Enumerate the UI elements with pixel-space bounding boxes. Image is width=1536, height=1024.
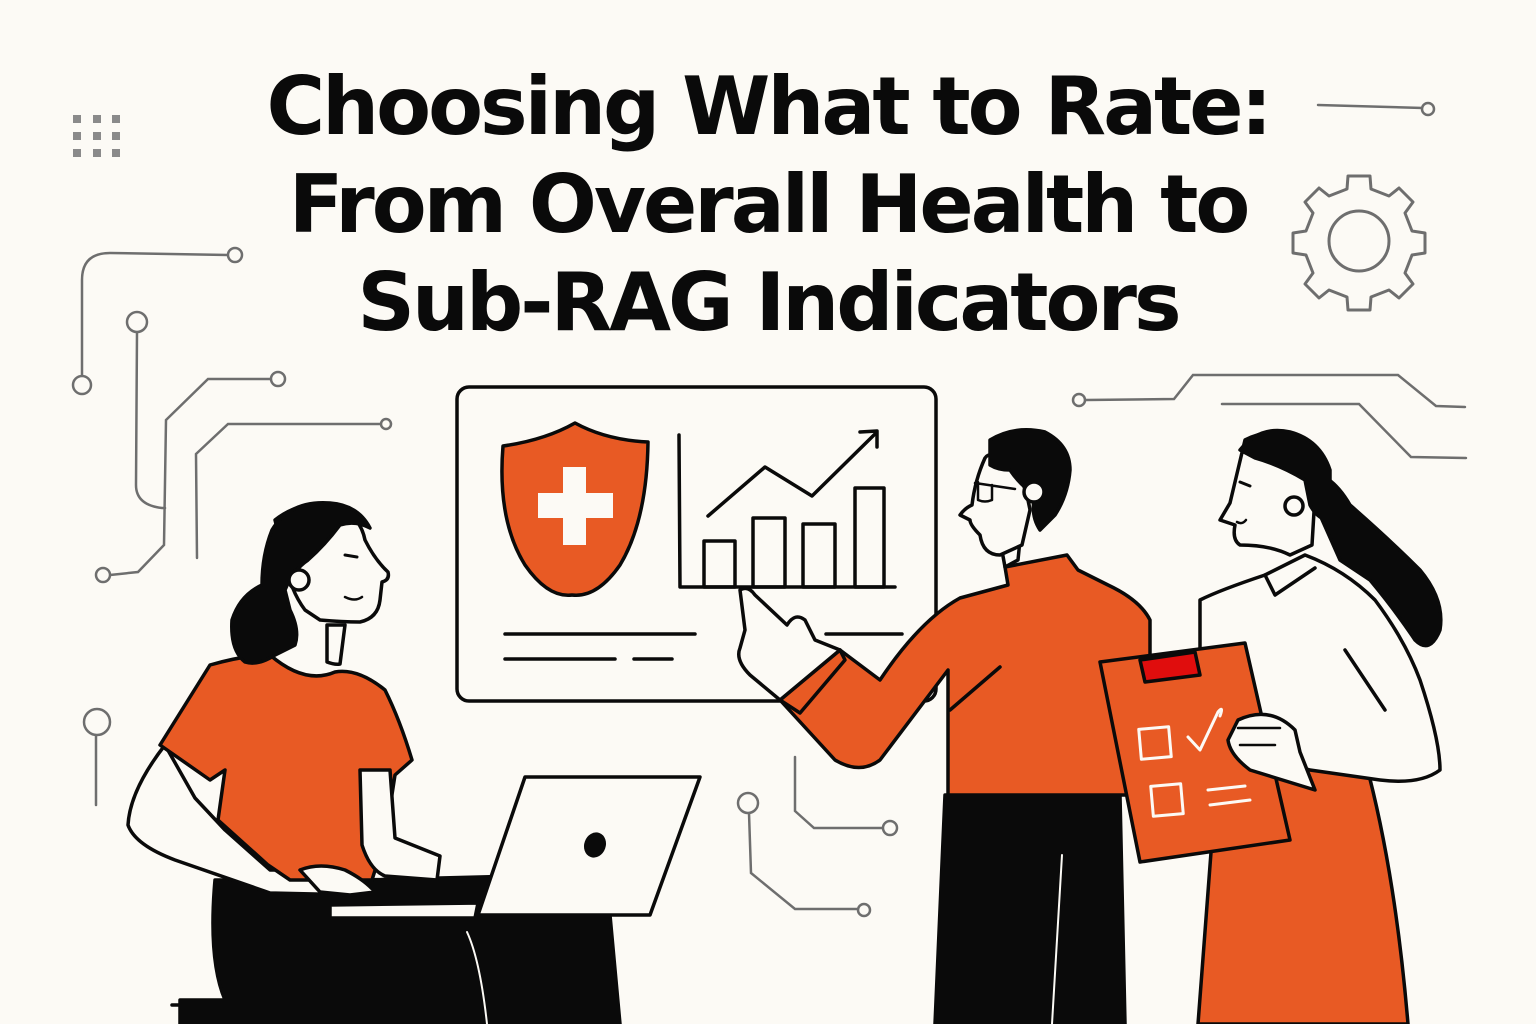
title-line-3: Sub-RAG Indicators [357, 256, 1181, 349]
shield-medical-cross-icon [500, 421, 650, 597]
checklist-marks [1137, 707, 1252, 818]
dot-grid-icon [73, 115, 120, 157]
gear-icon [1291, 174, 1427, 312]
presentation-board [455, 385, 938, 703]
title-line-1: Choosing What to Rate: [266, 60, 1272, 153]
bar-chart-trend-icon [677, 429, 897, 589]
board-text-lines [503, 632, 904, 661]
checklist-clipboard [1098, 641, 1292, 864]
circuit-lines [71, 101, 1468, 918]
presenter-pointing-at-board [737, 428, 1152, 1024]
person-holding-checklist-clipboard [1098, 428, 1443, 1024]
title-line-2: From Overall Health to [288, 158, 1251, 251]
seated-person-with-laptop [126, 500, 702, 1024]
page-title: Choosing What to Rate: From Overall Heal… [0, 58, 1536, 352]
